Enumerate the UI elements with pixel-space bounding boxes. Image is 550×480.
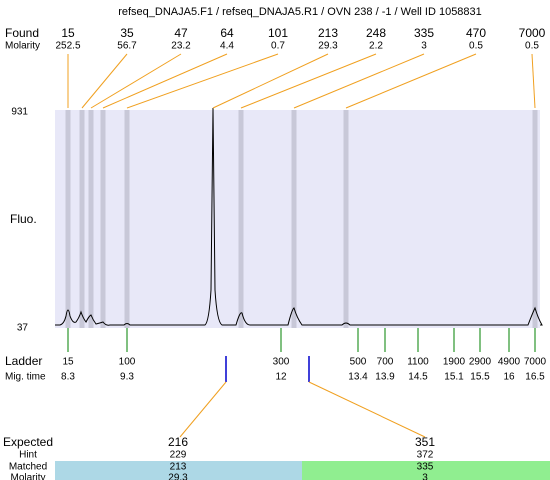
peak-connector	[212, 53, 329, 109]
y-label: Fluo.	[10, 212, 37, 226]
expected-value: 229	[170, 450, 187, 461]
found-size: 248	[366, 26, 386, 40]
peak-band	[100, 110, 106, 328]
found-molarity: 0.5	[469, 41, 483, 52]
ladder-size: 7000	[524, 357, 547, 368]
found-molarity: 23.2	[171, 41, 191, 52]
row-label: Molarity	[10, 473, 45, 480]
expected-connector	[308, 381, 426, 438]
molarity-label: Molarity	[5, 41, 40, 52]
peak-connector	[531, 53, 536, 109]
expected-connector	[179, 381, 227, 438]
title: refseq_DNAJA5.F1 / refseq_DNAJA5.R1 / OV…	[118, 6, 482, 18]
row-label: Hint	[19, 450, 37, 461]
peak-band	[88, 110, 94, 328]
found-molarity: 4.4	[220, 41, 234, 52]
found-size: 470	[466, 26, 486, 40]
found-size: 213	[318, 26, 338, 40]
ladder-time: 16.5	[525, 372, 545, 383]
ladder-size: 500	[350, 357, 367, 368]
matched-cell	[302, 461, 550, 480]
peak-band	[124, 110, 130, 328]
ladder-size: 700	[377, 357, 394, 368]
ladder-size: 1100	[407, 357, 429, 368]
peak-connector	[90, 53, 182, 109]
plot-area	[55, 110, 540, 328]
expected-value: 29.3	[168, 473, 188, 480]
ladder-time: 13.9	[375, 372, 395, 383]
peak-band	[238, 110, 244, 328]
ladder-size: 15	[62, 357, 74, 368]
ladder-time: 15.1	[444, 372, 464, 383]
peak-connector	[126, 53, 279, 109]
found-molarity: 252.5	[55, 41, 80, 52]
peak-band	[79, 110, 85, 328]
found-molarity: 29.3	[318, 41, 338, 52]
ladder-time: 15.5	[470, 372, 490, 383]
found-molarity: 3	[421, 41, 427, 52]
ladder-size: 2900	[469, 357, 492, 368]
found-size: 15	[61, 26, 75, 40]
found-molarity: 0.7	[271, 41, 285, 52]
ladder-label: Ladder	[5, 354, 42, 368]
found-size: 7000	[519, 26, 546, 40]
expected-value: 372	[417, 450, 434, 461]
ladder-size: 4900	[498, 357, 521, 368]
ladder-time: 8.3	[61, 372, 75, 383]
expected-value: 3	[422, 473, 428, 480]
peak-connector	[293, 53, 425, 109]
found-size: 335	[414, 26, 434, 40]
fluorescence-trace	[55, 107, 543, 326]
expected-value: 335	[417, 462, 434, 473]
found-label: Found	[5, 26, 39, 40]
found-size: 47	[174, 26, 188, 40]
ladder-size: 300	[273, 357, 290, 368]
ladder-time: 13.4	[348, 372, 368, 383]
matched-cell	[55, 461, 302, 480]
y-min: 37	[17, 323, 29, 334]
mig-time-label: Mig. time	[5, 372, 46, 383]
peak-connector	[240, 53, 377, 109]
peak-connector	[345, 53, 477, 109]
expected-value: 216	[168, 435, 188, 449]
peak-band	[65, 110, 71, 328]
peak-band	[343, 110, 349, 328]
found-molarity: 2.2	[369, 41, 383, 52]
found-size: 101	[268, 26, 288, 40]
expected-value: 351	[415, 435, 435, 449]
found-molarity: 56.7	[117, 41, 137, 52]
expected-value: 213	[170, 462, 187, 473]
ladder-time: 9.3	[120, 372, 134, 383]
peak-connector	[102, 53, 228, 109]
ladder-time: 16	[503, 372, 515, 383]
ladder-size: 100	[119, 357, 136, 368]
row-label: Expected	[3, 435, 53, 449]
peak-connector	[81, 53, 128, 109]
found-molarity: 0.5	[525, 41, 539, 52]
y-max: 931	[11, 107, 28, 118]
ladder-time: 14.5	[408, 372, 428, 383]
found-size: 35	[120, 26, 134, 40]
peak-band	[532, 110, 538, 328]
ladder-size: 1900	[443, 357, 466, 368]
row-label: Matched	[9, 462, 47, 473]
found-size: 64	[220, 26, 234, 40]
peak-band	[291, 110, 297, 328]
ladder-time: 12	[275, 372, 287, 383]
